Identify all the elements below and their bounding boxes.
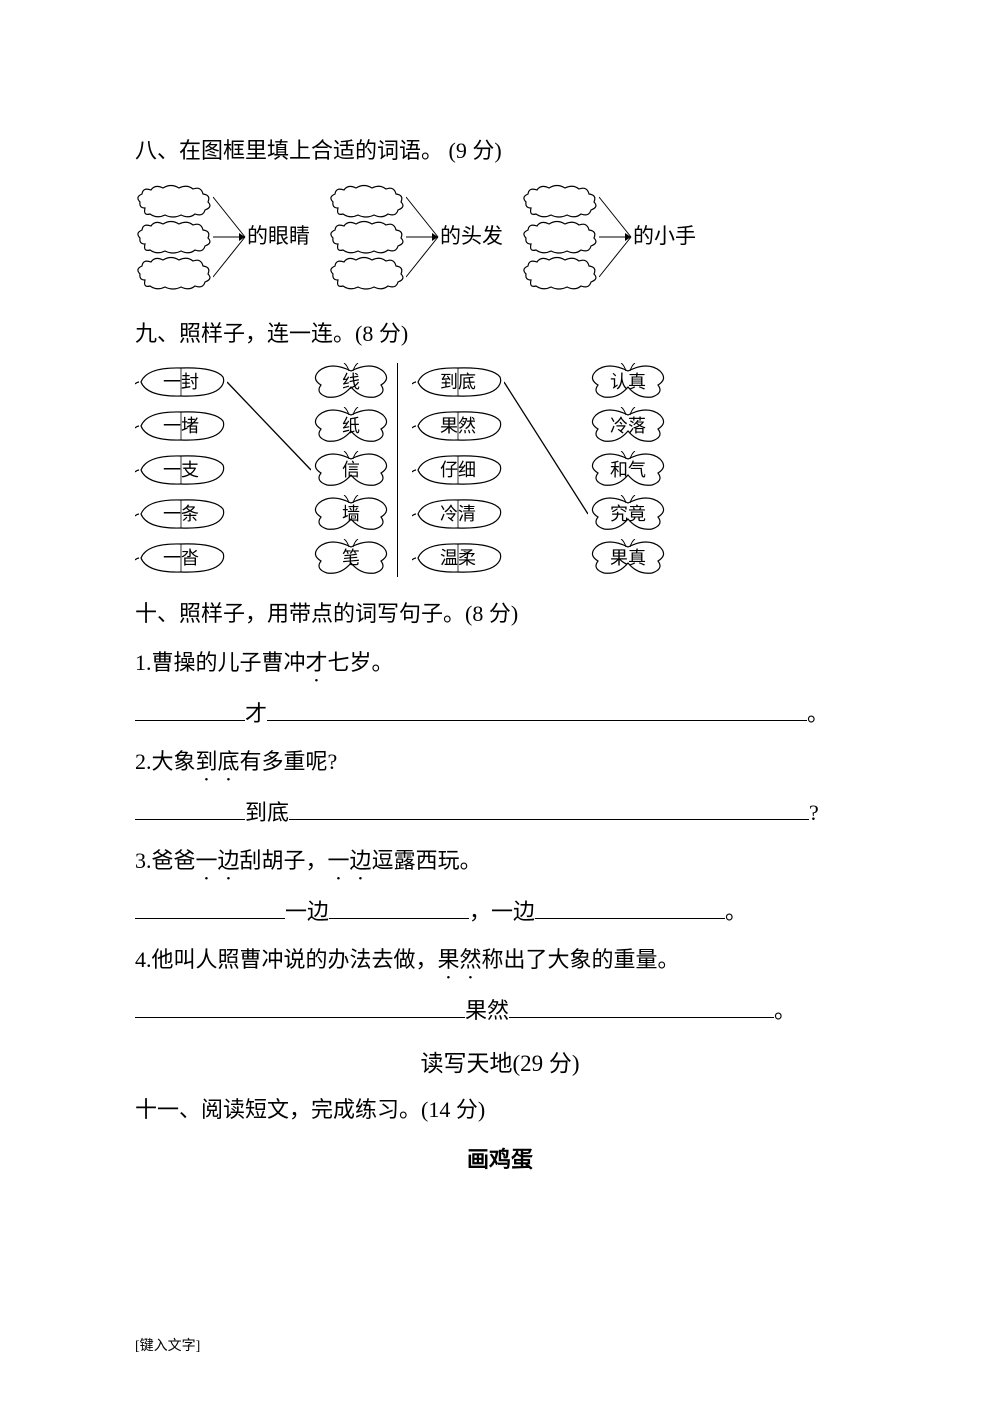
butterfly-item[interactable]: 认真 bbox=[588, 363, 668, 401]
butterfly-label: 果真 bbox=[610, 541, 646, 575]
leaf-item[interactable]: 冷清 bbox=[412, 495, 504, 533]
example-sentence: 1.曹操的儿子曹冲才七岁。 bbox=[135, 642, 865, 687]
cloud-input[interactable] bbox=[521, 184, 599, 218]
footer-text: [键入文字] bbox=[135, 1335, 200, 1355]
section10-heading: 十、照样子，用带点的词写句子。(8 分) bbox=[135, 593, 865, 635]
bracket-lines-icon bbox=[599, 180, 635, 295]
leaf-label: 冷清 bbox=[440, 497, 476, 531]
butterfly-item[interactable]: 信 bbox=[311, 451, 391, 489]
example-sentence: 4.他叫人照曹冲说的办法去做，果然称出了大象的重量。 bbox=[135, 939, 865, 984]
fill-line[interactable]: 才。 bbox=[135, 693, 865, 735]
leaf-item[interactable]: 一沓 bbox=[135, 539, 227, 577]
fill-line[interactable]: 到底? bbox=[135, 792, 865, 834]
cloud-input[interactable] bbox=[328, 256, 406, 290]
leaf-label: 一堵 bbox=[163, 409, 199, 443]
butterfly-item[interactable]: 笔 bbox=[311, 539, 391, 577]
butterfly-label: 究竟 bbox=[610, 497, 646, 531]
leaf-label: 一支 bbox=[163, 453, 199, 487]
leaf-label: 一沓 bbox=[163, 541, 199, 575]
leaf-item[interactable]: 一堵 bbox=[135, 407, 227, 445]
section9-diagram: 一封一堵一支一条一沓 线纸信墙笔 到底果然仔细冷清温柔 认真冷落和气究竟果真 bbox=[135, 363, 865, 577]
butterfly-label: 和气 bbox=[610, 453, 646, 487]
bracket-lines-icon bbox=[213, 180, 249, 295]
group-label: 的眼睛 bbox=[247, 217, 310, 257]
butterfly-item[interactable]: 墙 bbox=[311, 495, 391, 533]
section10-body: 1.曹操的儿子曹冲才七岁。才。 2.大象到底有多重呢? 到底? 3.爸爸一边刮胡子，一… bbox=[135, 642, 865, 1031]
cloud-input[interactable] bbox=[135, 256, 213, 290]
butterfly-item[interactable]: 果真 bbox=[588, 539, 668, 577]
section9-heading: 九、照样子，连一连。(8 分) bbox=[135, 313, 865, 355]
bracket-lines-icon bbox=[406, 180, 442, 295]
leaf-item[interactable]: 仔细 bbox=[412, 451, 504, 489]
leaf-item[interactable]: 温柔 bbox=[412, 539, 504, 577]
leaf-item[interactable]: 到底 bbox=[412, 363, 504, 401]
cloud-input[interactable] bbox=[328, 220, 406, 254]
fill-line[interactable]: 果然。 bbox=[135, 990, 865, 1032]
butterfly-label: 墙 bbox=[342, 497, 360, 531]
butterfly-item[interactable]: 纸 bbox=[311, 407, 391, 445]
example-sentence: 2.大象到底有多重呢? bbox=[135, 741, 865, 786]
section8-diagram: 的眼睛 的头发 的小手 bbox=[135, 180, 865, 295]
bracket-group-2: 的小手 bbox=[521, 180, 696, 295]
group-label: 的头发 bbox=[440, 217, 503, 257]
leaf-item[interactable]: 果然 bbox=[412, 407, 504, 445]
butterfly-label: 信 bbox=[342, 453, 360, 487]
butterfly-label: 认真 bbox=[610, 365, 646, 399]
cloud-input[interactable] bbox=[521, 256, 599, 290]
leaf-item[interactable]: 一封 bbox=[135, 363, 227, 401]
bracket-group-0: 的眼睛 bbox=[135, 180, 310, 295]
butterfly-item[interactable]: 和气 bbox=[588, 451, 668, 489]
group-label: 的小手 bbox=[633, 217, 696, 257]
leaf-label: 仔细 bbox=[440, 453, 476, 487]
butterfly-label: 纸 bbox=[342, 409, 360, 443]
cloud-input[interactable] bbox=[521, 220, 599, 254]
cloud-input[interactable] bbox=[135, 184, 213, 218]
leaf-item[interactable]: 一条 bbox=[135, 495, 227, 533]
match-area-right[interactable] bbox=[504, 363, 588, 577]
leaf-label: 温柔 bbox=[440, 541, 476, 575]
butterfly-label: 线 bbox=[342, 365, 360, 399]
section8-heading: 八、在图框里填上合适的词语。 (9 分) bbox=[135, 130, 865, 172]
reading-title: 读写天地(29 分) bbox=[135, 1042, 865, 1086]
leaf-label: 果然 bbox=[440, 409, 476, 443]
butterfly-label: 笔 bbox=[342, 541, 360, 575]
butterfly-item[interactable]: 线 bbox=[311, 363, 391, 401]
bracket-group-1: 的头发 bbox=[328, 180, 503, 295]
divider bbox=[397, 363, 398, 577]
cloud-input[interactable] bbox=[135, 220, 213, 254]
butterfly-item[interactable]: 冷落 bbox=[588, 407, 668, 445]
leaf-label: 到底 bbox=[440, 365, 476, 399]
leaf-label: 一条 bbox=[163, 497, 199, 531]
leaf-item[interactable]: 一支 bbox=[135, 451, 227, 489]
section11-heading: 十一、阅读短文，完成练习。(14 分) bbox=[135, 1089, 865, 1131]
butterfly-label: 冷落 bbox=[610, 409, 646, 443]
passage-title: 画鸡蛋 bbox=[135, 1139, 865, 1181]
fill-line[interactable]: 一边，一边。 bbox=[135, 891, 865, 933]
leaf-label: 一封 bbox=[163, 365, 199, 399]
match-area-left[interactable] bbox=[227, 363, 311, 577]
butterfly-item[interactable]: 究竟 bbox=[588, 495, 668, 533]
cloud-input[interactable] bbox=[328, 184, 406, 218]
example-sentence: 3.爸爸一边刮胡子，一边逗露西玩。 bbox=[135, 840, 865, 885]
